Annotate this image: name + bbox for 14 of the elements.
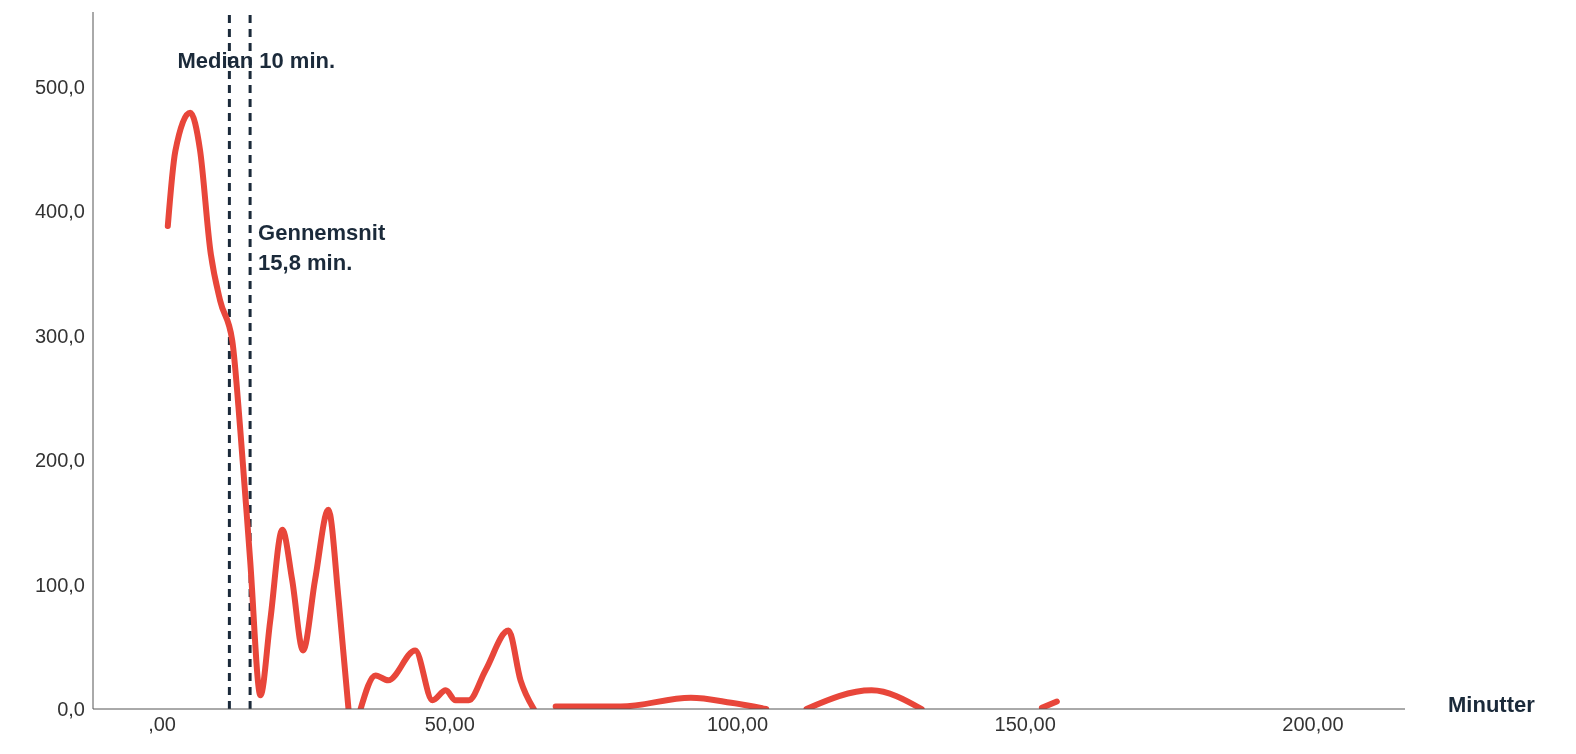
x-tick-label: ,00 [148, 713, 176, 736]
x-axis-title: Minutter [1448, 692, 1535, 718]
x-tick-label: 150,00 [994, 713, 1056, 736]
y-tick-label: 400,0 [34, 200, 85, 223]
ref-line-label: Gennemsnit 15,8 min. [258, 220, 386, 275]
y-tick-label: 500,0 [34, 75, 85, 98]
y-tick-label: 300,0 [34, 324, 85, 347]
x-tick-label: 200,00 [1282, 713, 1344, 736]
y-tick-label: 0,0 [57, 698, 85, 721]
y-tick-label: 100,0 [34, 573, 85, 596]
ref-line-label: Median 10 min. [177, 48, 336, 73]
x-tick-label: 100,00 [706, 713, 769, 736]
y-tick-label: 200,0 [34, 449, 85, 472]
x-tick-label: 50,00 [424, 713, 475, 736]
